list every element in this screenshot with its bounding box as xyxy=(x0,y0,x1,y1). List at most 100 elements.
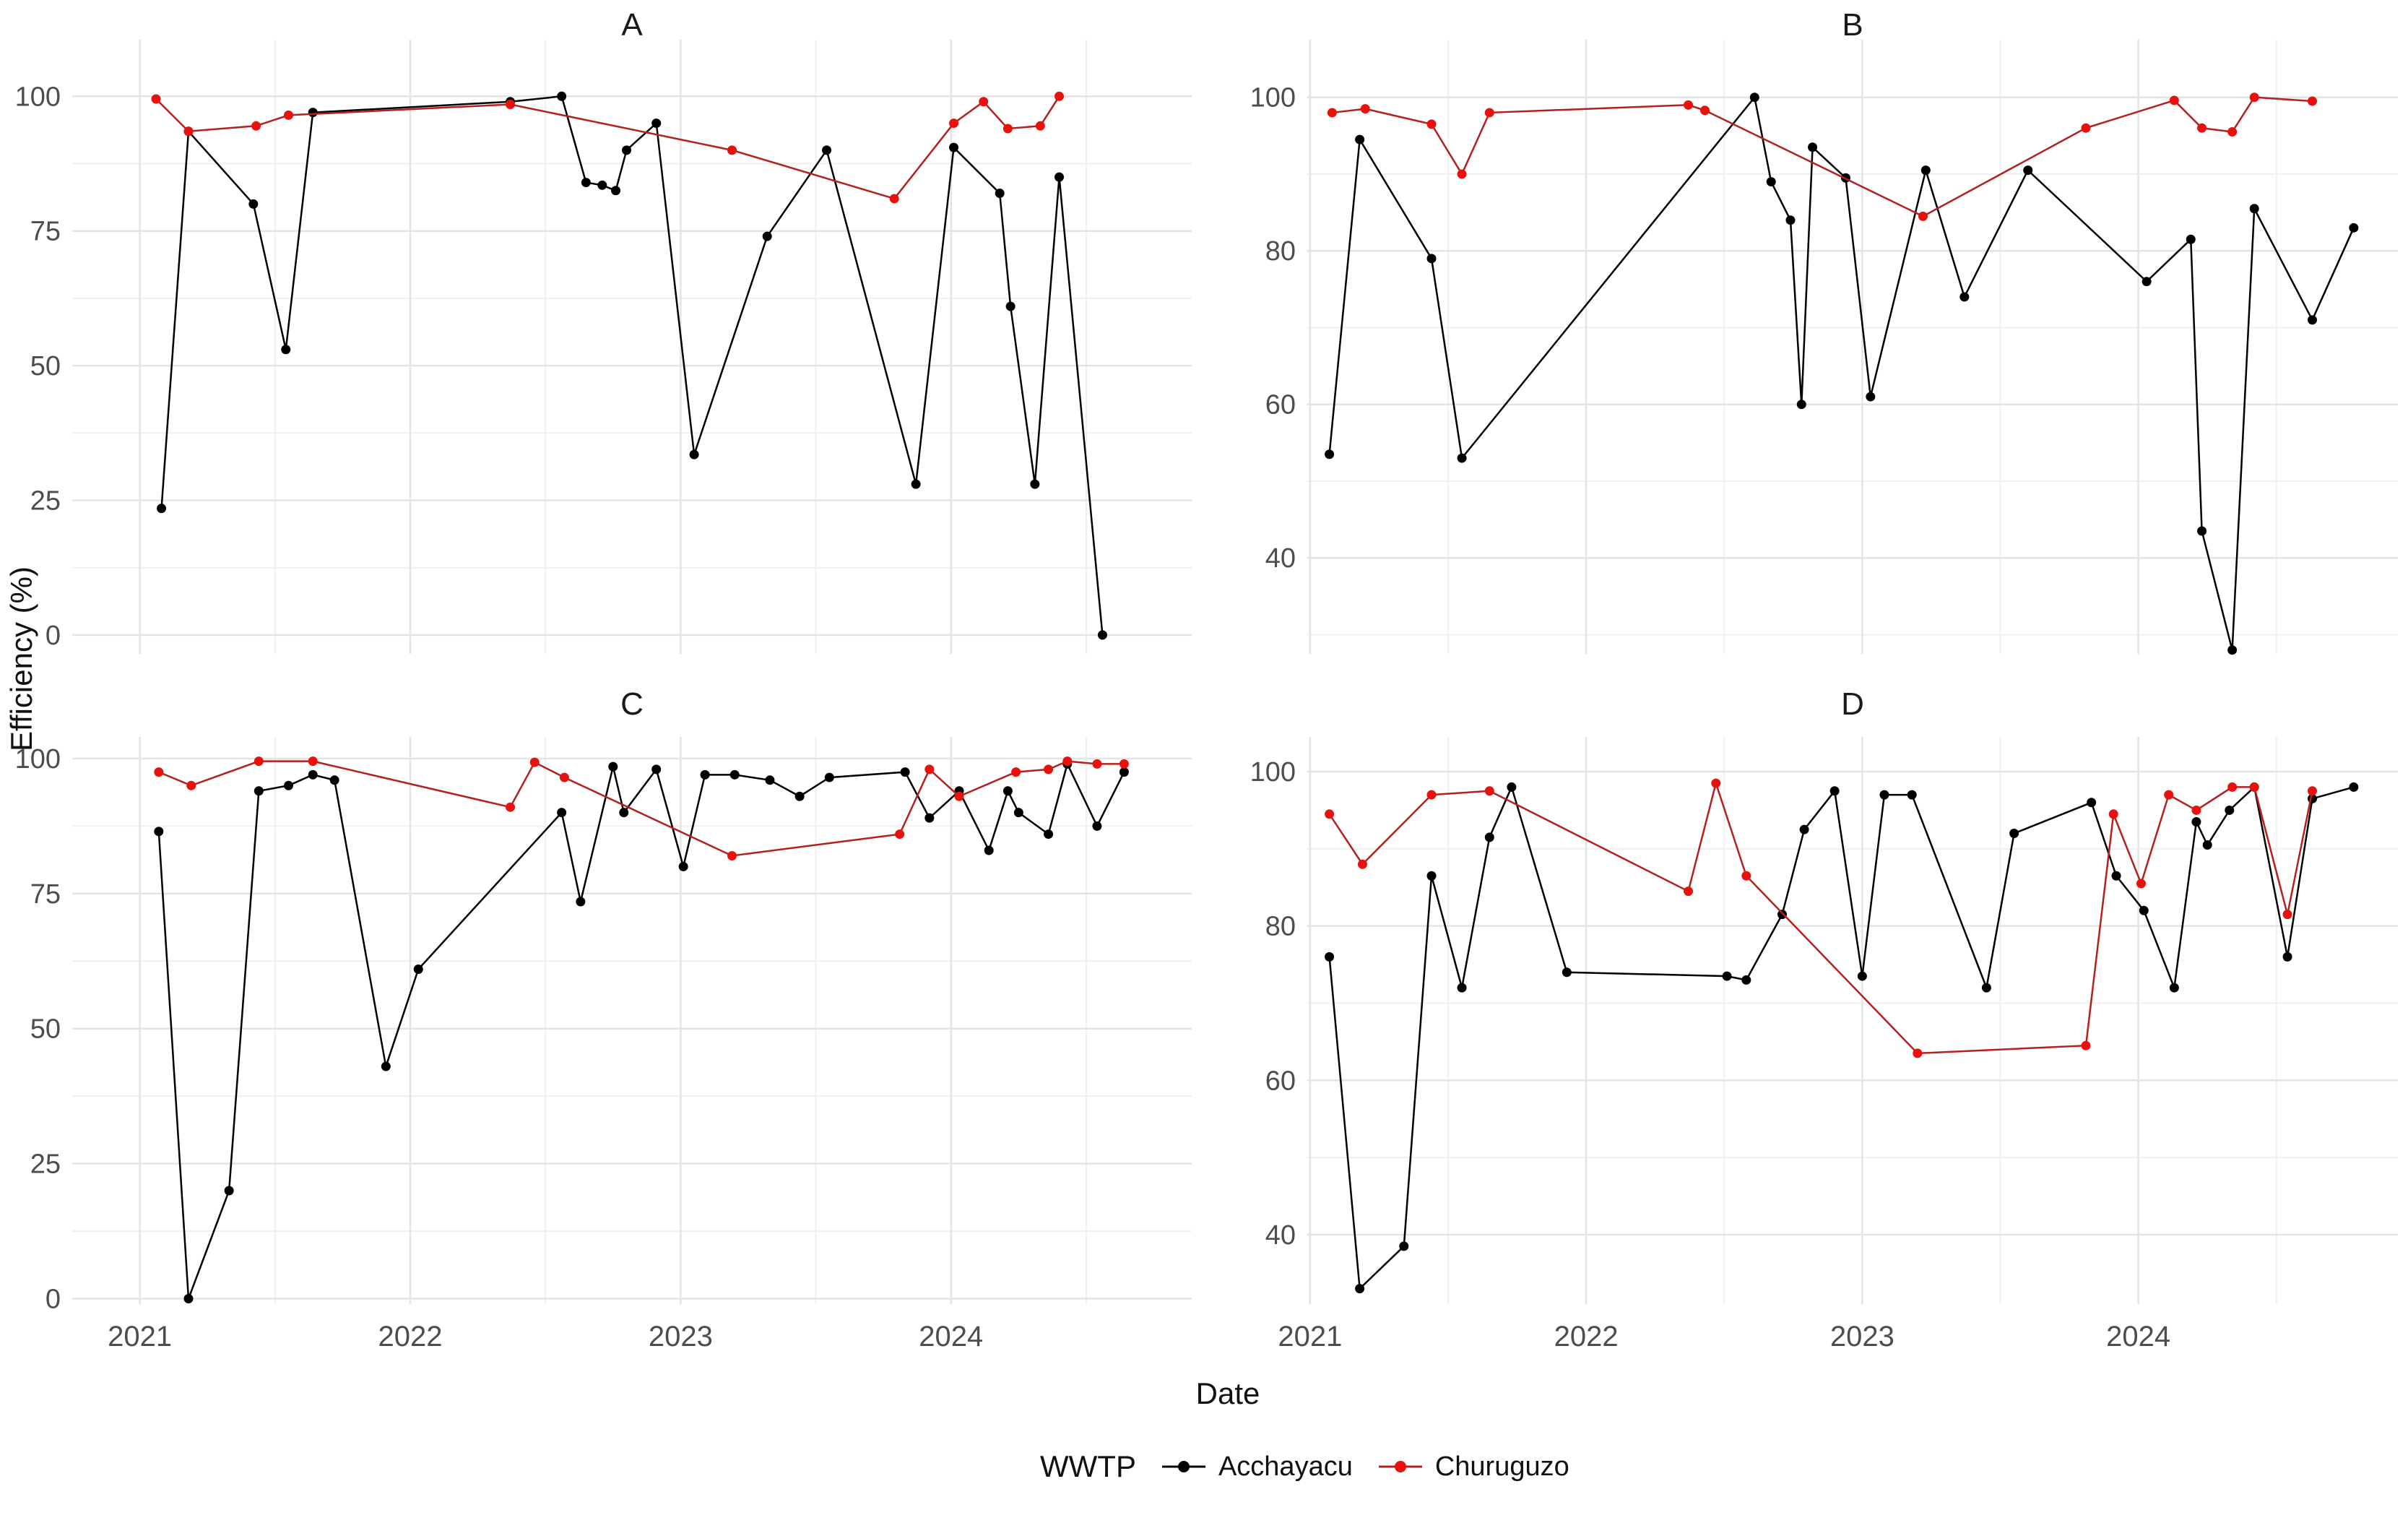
data-point xyxy=(700,769,710,780)
data-point xyxy=(1399,1241,1409,1251)
data-point xyxy=(576,897,586,907)
data-point xyxy=(2081,123,2091,133)
data-point xyxy=(1011,767,1021,777)
data-point xyxy=(1044,764,1054,775)
data-point xyxy=(2197,526,2207,536)
data-point xyxy=(1866,392,1876,402)
data-point xyxy=(1044,829,1054,840)
series-acchayacu-panel-d xyxy=(1325,782,2359,1294)
data-point xyxy=(765,775,775,785)
data-point xyxy=(1355,134,1365,144)
x-tick-label: 2022 xyxy=(378,1321,443,1352)
legend-label: Acchayacu xyxy=(1218,1451,1353,1482)
legend: WWTP Acchayacu Churuguzo xyxy=(1040,1444,1569,1490)
data-point xyxy=(2023,165,2033,176)
data-point xyxy=(924,764,935,775)
series-line xyxy=(157,761,1125,1299)
data-point xyxy=(2191,805,2201,815)
legend-item-churuguzo: Churuguzo xyxy=(1377,1451,1569,1483)
data-point xyxy=(154,827,164,837)
data-point xyxy=(900,767,910,777)
y-tick-label: 100 xyxy=(1250,83,1296,113)
data-point xyxy=(1325,809,1335,819)
data-point xyxy=(1741,975,1751,985)
data-point xyxy=(224,1186,234,1196)
data-point xyxy=(308,756,318,767)
data-point xyxy=(1918,211,1928,221)
data-point xyxy=(284,780,294,790)
data-point xyxy=(2282,910,2292,920)
data-point xyxy=(1119,767,1129,777)
legend-title: WWTP xyxy=(1040,1449,1136,1483)
data-point xyxy=(2307,96,2317,106)
y-tick-label: 100 xyxy=(15,744,61,775)
data-point xyxy=(1426,871,1437,881)
data-point xyxy=(822,145,832,155)
data-point xyxy=(1913,1048,1923,1058)
data-point xyxy=(381,1061,391,1071)
data-point xyxy=(1981,983,1991,993)
y-tick-label: 75 xyxy=(30,879,61,910)
line-point-key-icon xyxy=(1378,1461,1422,1472)
data-point xyxy=(2164,790,2174,800)
data-point xyxy=(1457,169,1467,179)
data-point xyxy=(727,145,737,155)
data-point xyxy=(2141,277,2152,287)
data-point xyxy=(1829,786,1840,796)
data-point xyxy=(1959,292,1970,302)
y-tick-label: 0 xyxy=(46,621,61,651)
data-point xyxy=(1097,630,1107,640)
panel-d: 40 60 80 100 2021 2022 2023 2024 xyxy=(1250,737,2398,1352)
data-point xyxy=(151,94,161,104)
line-point-key-icon xyxy=(1161,1461,1205,1472)
series-line xyxy=(160,95,1104,636)
data-point xyxy=(979,97,989,107)
data-point xyxy=(2307,786,2317,796)
data-point xyxy=(1879,790,1889,800)
x-tick-label: 2022 xyxy=(1554,1321,1619,1352)
data-point xyxy=(251,121,261,131)
data-point xyxy=(1002,786,1013,796)
data-point xyxy=(727,850,737,860)
data-point xyxy=(329,775,339,785)
data-point xyxy=(824,772,834,782)
data-point xyxy=(651,118,662,129)
data-point xyxy=(1327,108,1337,118)
series-acchayacu-panel-a xyxy=(157,91,1107,640)
data-point xyxy=(678,861,688,871)
data-point xyxy=(622,145,632,155)
y-tick-label: 25 xyxy=(30,486,61,517)
series-line xyxy=(155,95,1060,200)
data-point xyxy=(2249,782,2259,792)
x-tick-label: 2021 xyxy=(108,1321,172,1352)
y-tick-label: 75 xyxy=(30,217,61,247)
data-point xyxy=(1749,92,1759,103)
data-point xyxy=(1684,886,1694,897)
data-point xyxy=(284,110,294,120)
series-churuguzo-panel-a xyxy=(151,91,1065,204)
legend-label: Churuguzo xyxy=(1434,1451,1569,1482)
data-point xyxy=(949,142,959,152)
data-point xyxy=(506,802,516,812)
data-point xyxy=(2009,829,2019,839)
data-point xyxy=(1808,142,1818,152)
data-point xyxy=(729,769,740,780)
data-point xyxy=(157,504,167,514)
data-point xyxy=(1005,301,1015,311)
data-point xyxy=(2111,871,2121,881)
data-point xyxy=(557,808,567,818)
data-point xyxy=(1325,952,1335,962)
panel-b: 40 60 80 100 xyxy=(1250,40,2398,655)
panel-title-a: A xyxy=(621,7,643,43)
y-tick-label: 40 xyxy=(1265,1220,1296,1251)
series-line xyxy=(1332,96,2313,217)
data-point xyxy=(2225,805,2235,815)
series-line xyxy=(158,760,1125,857)
data-point xyxy=(1562,967,1572,978)
x-tick-label: 2021 xyxy=(1278,1321,1342,1352)
y-tick-label: 60 xyxy=(1265,390,1296,420)
series-churuguzo-panel-c xyxy=(154,756,1129,860)
data-point xyxy=(1357,859,1367,869)
data-point xyxy=(1360,104,1370,114)
data-point xyxy=(911,479,921,489)
